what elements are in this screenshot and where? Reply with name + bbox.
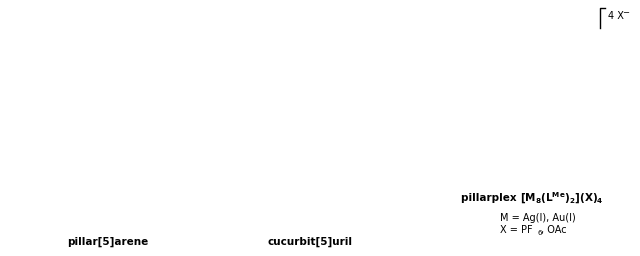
Text: 4 X: 4 X <box>608 11 624 21</box>
Text: , OAc: , OAc <box>541 225 566 235</box>
Text: X = PF: X = PF <box>500 225 532 235</box>
Text: $\mathbf{[M_8(L^{Me})_2](X)_4}$: $\mathbf{[M_8(L^{Me})_2](X)_4}$ <box>520 190 604 206</box>
Text: −: − <box>622 8 629 17</box>
Text: cucurbit[5]uril: cucurbit[5]uril <box>268 237 353 247</box>
Text: M = Ag(I), Au(I): M = Ag(I), Au(I) <box>500 213 576 223</box>
Text: pillar[5]arene: pillar[5]arene <box>67 237 148 247</box>
Text: 6: 6 <box>538 230 543 236</box>
Text: pillarplex: pillarplex <box>461 193 520 203</box>
